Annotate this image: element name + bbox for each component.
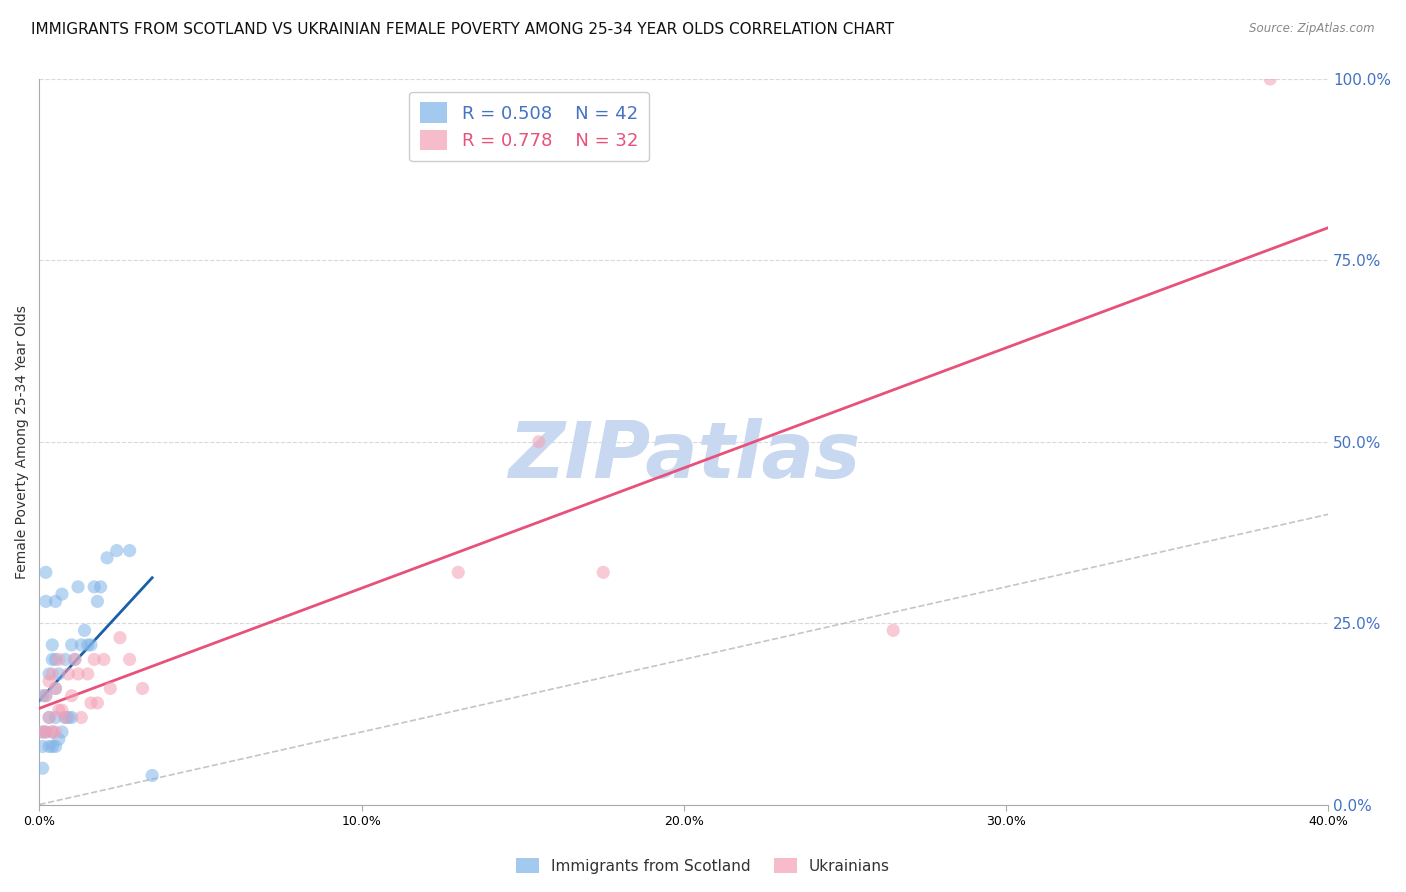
Point: [60, 710, 83, 724]
Point: [38, 674, 60, 689]
Point: [35, 594, 58, 608]
Point: [41, 638, 63, 652]
Point: [31, 725, 53, 739]
Point: [44, 594, 66, 608]
Point: [86, 696, 108, 710]
Point: [447, 566, 470, 580]
Point: [51, 703, 73, 717]
Point: [35, 689, 58, 703]
Point: [592, 566, 614, 580]
Point: [44, 710, 66, 724]
Y-axis label: Female Poverty Among 25-34 Year Olds: Female Poverty Among 25-34 Year Olds: [15, 305, 30, 579]
Point: [63, 652, 86, 666]
Point: [44, 739, 66, 754]
Point: [44, 725, 66, 739]
Point: [41, 725, 63, 739]
Point: [38, 710, 60, 724]
Point: [48, 652, 70, 666]
Point: [118, 652, 141, 666]
Point: [38, 667, 60, 681]
Point: [44, 681, 66, 696]
Point: [48, 703, 70, 717]
Point: [1258, 72, 1281, 87]
Point: [93, 652, 115, 666]
Point: [70, 710, 93, 724]
Text: ZIPatlas: ZIPatlas: [508, 418, 860, 494]
Point: [53, 652, 76, 666]
Point: [31, 761, 53, 775]
Point: [53, 710, 76, 724]
Point: [105, 543, 128, 558]
Point: [35, 566, 58, 580]
Point: [51, 725, 73, 739]
Point: [83, 580, 105, 594]
Point: [80, 638, 103, 652]
Point: [141, 768, 163, 782]
Point: [41, 667, 63, 681]
Point: [51, 587, 73, 601]
Point: [86, 594, 108, 608]
Point: [48, 732, 70, 747]
Point: [108, 631, 131, 645]
Point: [60, 689, 83, 703]
Point: [31, 689, 53, 703]
Text: Source: ZipAtlas.com: Source: ZipAtlas.com: [1250, 22, 1375, 36]
Point: [60, 638, 83, 652]
Point: [58, 710, 80, 724]
Point: [83, 652, 105, 666]
Point: [41, 739, 63, 754]
Point: [527, 434, 550, 449]
Legend: R = 0.508    N = 42, R = 0.778    N = 32: R = 0.508 N = 42, R = 0.778 N = 32: [409, 92, 648, 161]
Point: [70, 638, 93, 652]
Point: [41, 652, 63, 666]
Point: [48, 667, 70, 681]
Point: [96, 550, 118, 565]
Point: [80, 696, 103, 710]
Point: [35, 725, 58, 739]
Point: [44, 652, 66, 666]
Point: [118, 543, 141, 558]
Point: [53, 710, 76, 724]
Point: [67, 580, 90, 594]
Point: [73, 624, 96, 638]
Point: [58, 667, 80, 681]
Point: [882, 624, 904, 638]
Point: [131, 681, 153, 696]
Point: [44, 681, 66, 696]
Point: [31, 725, 53, 739]
Point: [90, 580, 112, 594]
Point: [31, 739, 53, 754]
Point: [38, 710, 60, 724]
Text: IMMIGRANTS FROM SCOTLAND VS UKRAINIAN FEMALE POVERTY AMONG 25-34 YEAR OLDS CORRE: IMMIGRANTS FROM SCOTLAND VS UKRAINIAN FE…: [31, 22, 894, 37]
Point: [35, 725, 58, 739]
Point: [35, 689, 58, 703]
Legend: Immigrants from Scotland, Ukrainians: Immigrants from Scotland, Ukrainians: [510, 852, 896, 880]
Point: [98, 681, 121, 696]
Point: [38, 739, 60, 754]
Point: [67, 667, 90, 681]
Point: [63, 652, 86, 666]
Point: [76, 667, 98, 681]
Point: [41, 725, 63, 739]
Point: [76, 638, 98, 652]
